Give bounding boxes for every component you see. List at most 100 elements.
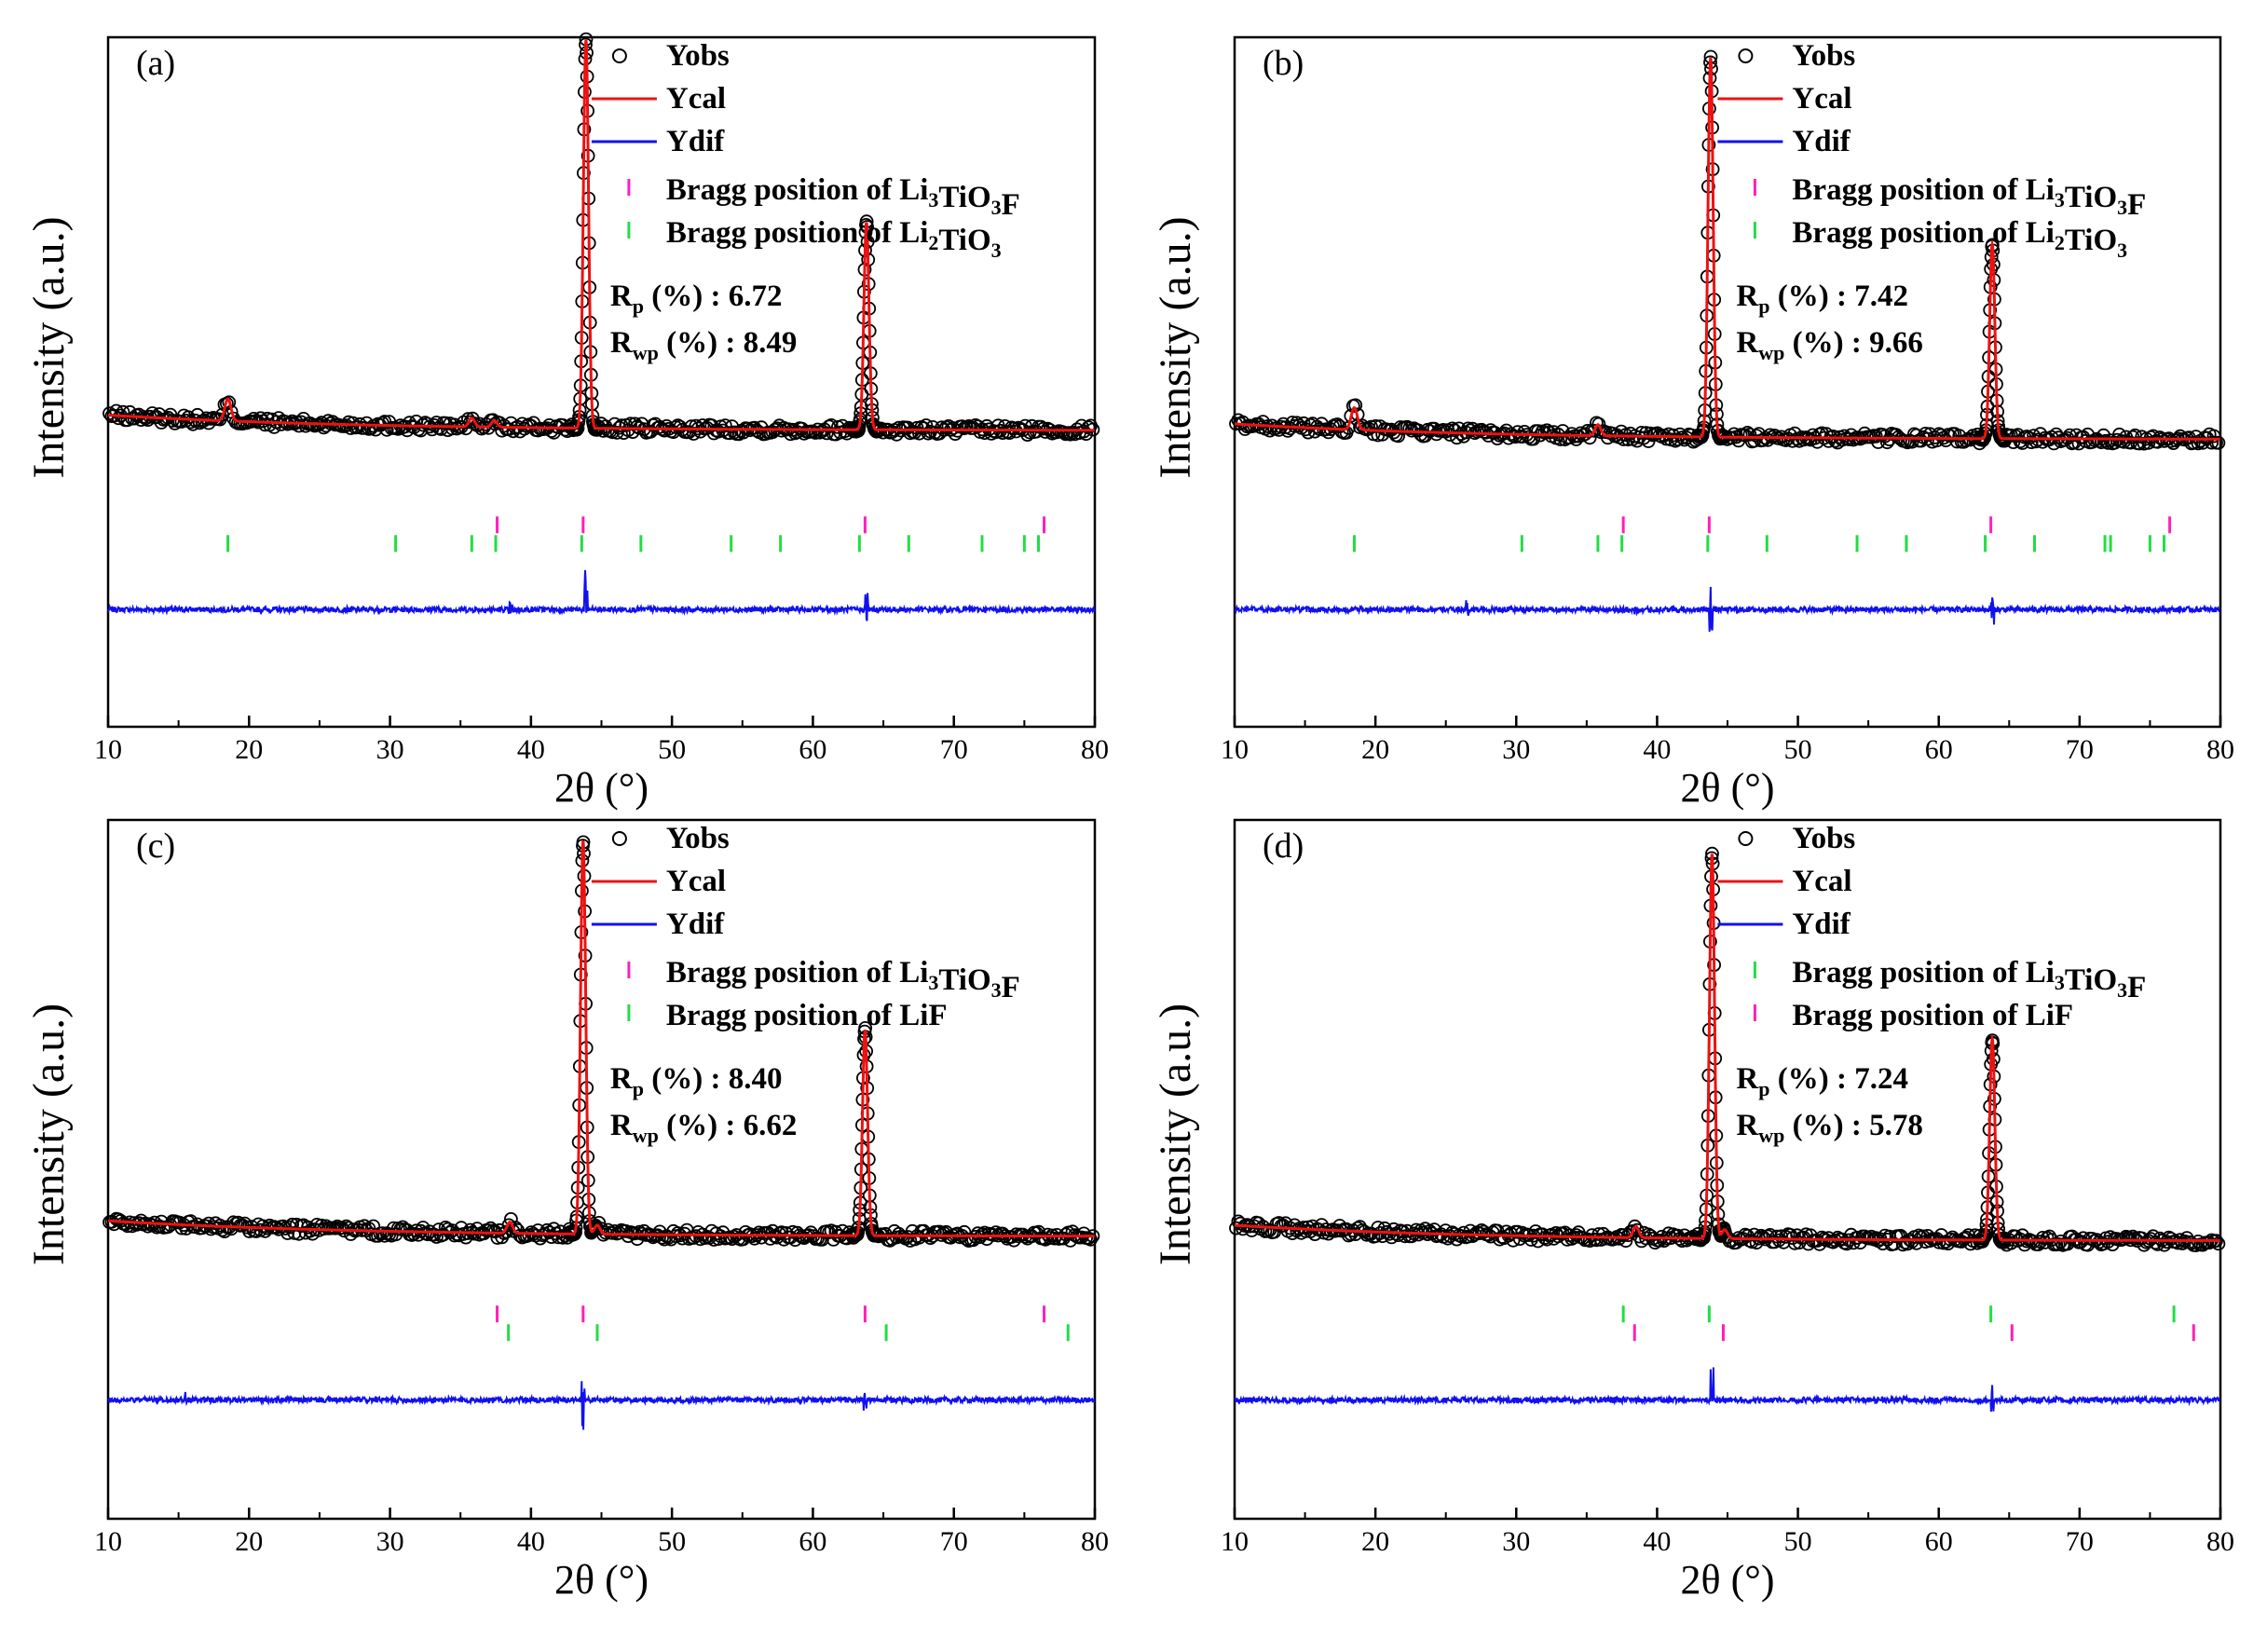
yobs-point xyxy=(959,1232,974,1247)
panel-label: (b) xyxy=(1263,44,1304,83)
yobs-point xyxy=(2206,429,2221,444)
yobs-point xyxy=(1353,1220,1367,1235)
bragg-ticks-2 xyxy=(507,1324,1070,1342)
legend-bragg-label: Bragg position of LiF xyxy=(1792,999,2073,1032)
ycal-line xyxy=(1235,853,2220,1242)
yobs-point xyxy=(995,1226,1010,1241)
x-tick-label: 70 xyxy=(940,734,968,765)
legend-bragg-label: Bragg position of Li3TiO3F xyxy=(666,956,1020,1004)
panel-c: 10 20 30 40 50 60 70 80 2θ (°) Intensity (a.u.) (c… xyxy=(24,818,1109,1603)
yobs-point xyxy=(1060,426,1075,441)
legend: Yobs Ycal Ydif Bragg position of Li3TiO3FBr… xyxy=(591,39,1020,364)
yobs-point xyxy=(402,416,417,430)
yobs-point xyxy=(2186,435,2201,450)
yobs-point xyxy=(2112,427,2126,442)
x-tick-label: 30 xyxy=(1502,1526,1530,1557)
x-tick-label: 80 xyxy=(2206,1526,2234,1557)
x-axis-title: 2θ (°) xyxy=(554,1557,649,1603)
yobs-point xyxy=(420,1227,435,1242)
x-tick-label: 70 xyxy=(2066,1526,2094,1557)
legend-bragg-label: Bragg position of Li2TiO3 xyxy=(1792,216,2127,262)
x-tick-label: 60 xyxy=(1925,734,1953,765)
legend-ycal-label: Ycal xyxy=(666,82,726,116)
x-tick-label: 50 xyxy=(1784,1526,1812,1557)
yobs-point xyxy=(591,419,606,434)
rwp-stat: Rwp (%) : 8.49 xyxy=(610,326,797,364)
ycal-line xyxy=(107,39,1095,432)
yobs-point xyxy=(1582,430,1597,445)
legend: Yobs Ycal Ydif Bragg position of Li3TiO3FBr… xyxy=(591,822,1020,1147)
yobs-point xyxy=(1959,433,1973,448)
yobs-point xyxy=(1079,427,1093,442)
yobs-point xyxy=(116,404,130,419)
yobs-point xyxy=(1826,1235,1840,1249)
rp-stat: Rp (%) : 7.42 xyxy=(1736,280,1908,318)
legend-ydif-label: Ydif xyxy=(666,908,725,941)
rwp-stat: Rwp (%) : 6.62 xyxy=(610,1109,797,1147)
yobs-series xyxy=(102,835,1100,1248)
yobs-point xyxy=(1375,1229,1390,1244)
legend-bragg-label: Bragg position of Li2TiO3 xyxy=(666,216,1002,262)
yobs-point xyxy=(892,420,907,435)
yobs-point xyxy=(2125,1229,2140,1244)
x-tick-label: 50 xyxy=(658,1526,686,1557)
ycal-line xyxy=(108,840,1095,1238)
x-tick-label: 20 xyxy=(1361,1526,1389,1557)
legend-ydif-label: Ydif xyxy=(1792,125,1850,158)
yobs-point xyxy=(815,1233,829,1247)
bragg-ticks-1 xyxy=(1621,1305,2176,1323)
yobs-point xyxy=(2173,429,2188,444)
x-tick-label: 50 xyxy=(1784,734,1812,765)
bragg-ticks-2 xyxy=(1352,535,2166,553)
yobs-point xyxy=(1364,419,1378,434)
y-axis-title: Intensity (a.u.) xyxy=(24,1003,74,1265)
yobs-point xyxy=(717,418,732,433)
yobs-point xyxy=(1591,416,1606,431)
x-tick-label: 80 xyxy=(1081,1526,1109,1557)
yobs-point xyxy=(1084,1232,1098,1247)
bragg-ticks-2 xyxy=(1632,1324,2195,1342)
legend-ydif-label: Ydif xyxy=(666,125,725,158)
yobs-point xyxy=(1747,1227,1762,1242)
yobs-point xyxy=(2151,1237,2165,1251)
x-tick-label: 60 xyxy=(799,1526,826,1557)
legend-bragg-label: Bragg position of Li3TiO3F xyxy=(666,173,1020,222)
yobs-point xyxy=(2042,1229,2056,1244)
ycal-line xyxy=(1235,57,2220,441)
legend-bragg-label: Bragg position of Li3TiO3F xyxy=(1792,956,2146,1004)
rwp-stat: Rwp (%) : 9.66 xyxy=(1736,326,1922,364)
x-tick-label: 60 xyxy=(799,734,826,765)
ydif-line xyxy=(1234,586,2221,633)
legend: Yobs Ycal Ydif Bragg position of Li3TiO3FBr… xyxy=(1717,822,2146,1147)
yobs-point xyxy=(2132,436,2147,451)
x-tick-label: 10 xyxy=(94,734,122,765)
legend-yobs-label: Yobs xyxy=(1792,39,1855,73)
legend-yobs-symbol xyxy=(611,831,627,846)
x-tick-label: 30 xyxy=(376,734,404,765)
panel-label: (a) xyxy=(136,44,175,83)
rp-stat: Rp (%) : 6.72 xyxy=(610,280,783,318)
x-tick-label: 20 xyxy=(1361,734,1389,765)
x-tick-label: 30 xyxy=(376,1526,404,1557)
x-tick-label: 40 xyxy=(1643,1526,1671,1557)
yobs-point xyxy=(1231,1214,1246,1229)
yobs-point xyxy=(1321,1226,1336,1241)
yobs-point xyxy=(747,420,762,435)
y-axis-title: Intensity (a.u.) xyxy=(1151,1003,1200,1265)
yobs-point xyxy=(2211,435,2226,450)
legend-ycal-label: Ycal xyxy=(666,865,726,898)
yobs-point xyxy=(1754,1228,1769,1243)
yobs-point xyxy=(1402,421,1417,436)
yobs-point xyxy=(1355,418,1370,433)
yobs-point xyxy=(222,395,237,410)
x-tick-label: 40 xyxy=(517,1526,545,1557)
x-tick-label: 20 xyxy=(235,734,263,765)
legend-ycal-label: Ycal xyxy=(1792,865,1851,898)
x-tick-label: 20 xyxy=(235,1526,263,1557)
yobs-point xyxy=(539,1222,554,1237)
x-tick-label: 70 xyxy=(2066,734,2094,765)
yobs-point xyxy=(819,426,834,441)
yobs-point xyxy=(1553,432,1568,446)
yobs-point xyxy=(1657,1234,1672,1249)
y-axis-title: Intensity (a.u.) xyxy=(1151,216,1200,478)
